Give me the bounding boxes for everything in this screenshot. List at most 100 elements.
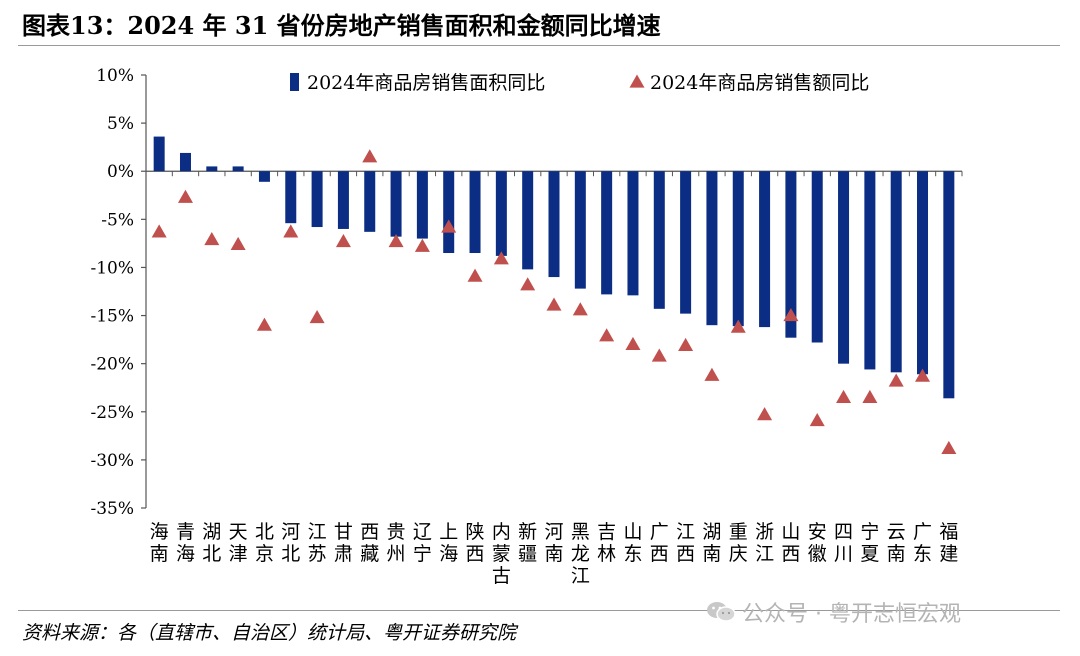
category-label-char: 安 bbox=[808, 521, 827, 543]
bar-广东 bbox=[917, 171, 929, 375]
marker-山东 bbox=[625, 336, 641, 351]
category-label: 贵州 bbox=[387, 521, 406, 565]
marker-江苏 bbox=[309, 309, 325, 324]
category-label-char: 津 bbox=[229, 543, 248, 565]
bar-河北 bbox=[285, 171, 297, 224]
category-label-char: 四 bbox=[834, 521, 853, 543]
marker-广东 bbox=[915, 368, 931, 382]
chart-title: 图表13：2024 年 31 省份房地产销售面积和金额同比增速 bbox=[22, 11, 661, 40]
category-label-char: 藏 bbox=[360, 543, 379, 565]
bar-黑龙江 bbox=[574, 171, 586, 289]
category-label: 云南 bbox=[887, 521, 906, 565]
category-label: 青海 bbox=[176, 521, 195, 565]
bar-山西 bbox=[785, 171, 797, 338]
category-label-char: 建 bbox=[939, 543, 958, 565]
footer-divider bbox=[18, 610, 1060, 611]
marker-安徽 bbox=[809, 412, 825, 427]
category-label-char: 北 bbox=[255, 521, 274, 543]
y-tick-label: -20% bbox=[90, 355, 134, 375]
category-label-char: 西 bbox=[676, 543, 695, 565]
y-tick-label: -25% bbox=[90, 403, 134, 423]
bar-浙江 bbox=[759, 171, 771, 328]
category-label-char: 南 bbox=[702, 543, 721, 565]
chart: 10%5%0%-5%-10%-15%-20%-25%-30%-35% 海南青海湖… bbox=[90, 66, 963, 587]
bar-四川 bbox=[838, 171, 850, 364]
marker-上海 bbox=[441, 219, 457, 233]
category-label-char: 广 bbox=[913, 521, 932, 543]
category-label-char: 疆 bbox=[518, 543, 537, 565]
marker-吉林 bbox=[599, 328, 615, 342]
legend-bar-swatch bbox=[290, 73, 299, 91]
category-label-char: 江 bbox=[571, 565, 590, 587]
category-label: 甘肃 bbox=[334, 521, 353, 565]
category-label-char: 青 bbox=[176, 521, 195, 543]
y-tick-label: -35% bbox=[90, 499, 134, 519]
category-label-char: 海 bbox=[176, 543, 195, 565]
bar-云南 bbox=[890, 171, 902, 373]
category-label-char: 肃 bbox=[334, 543, 353, 565]
bar-江苏 bbox=[311, 171, 323, 228]
category-label: 广东 bbox=[913, 521, 932, 565]
category-label-char: 新 bbox=[518, 521, 537, 543]
bar-山东 bbox=[627, 171, 639, 296]
bar-series bbox=[153, 136, 955, 399]
bar-广西 bbox=[653, 171, 665, 309]
marker-内蒙古 bbox=[493, 251, 509, 265]
category-label: 陕西 bbox=[466, 521, 485, 565]
bar-陕西 bbox=[469, 171, 481, 254]
y-tick-label: -5% bbox=[101, 210, 134, 230]
category-label-char: 西 bbox=[466, 543, 485, 565]
category-label: 安徽 bbox=[808, 521, 827, 565]
category-label: 江苏 bbox=[308, 521, 327, 565]
marker-series bbox=[151, 149, 957, 454]
category-label-char: 龙 bbox=[571, 543, 590, 565]
category-label-char: 重 bbox=[729, 521, 748, 543]
category-label: 福建 bbox=[939, 521, 958, 565]
marker-海南 bbox=[151, 224, 167, 238]
category-label-char: 州 bbox=[387, 543, 406, 565]
bar-福建 bbox=[943, 171, 955, 399]
category-label-char: 夏 bbox=[860, 543, 879, 565]
marker-广西 bbox=[651, 348, 667, 362]
category-label-char: 西 bbox=[650, 543, 669, 565]
category-label-char: 北 bbox=[202, 543, 221, 565]
category-label-char: 南 bbox=[544, 543, 563, 565]
marker-浙江 bbox=[757, 407, 773, 421]
marker-黑龙江 bbox=[572, 302, 588, 316]
category-label: 新疆 bbox=[518, 521, 537, 565]
category-label-char: 南 bbox=[150, 543, 169, 565]
category-label: 河南 bbox=[544, 521, 563, 565]
y-tick-label: -30% bbox=[90, 451, 134, 471]
legend-marker-label: 2024年商品房销售额同比 bbox=[650, 72, 869, 94]
category-label: 吉林 bbox=[597, 521, 616, 565]
category-label: 辽宁 bbox=[413, 521, 432, 565]
category-label-char: 江 bbox=[755, 543, 774, 565]
chart-axes: 10% 5% 0% -5% -10% -15% -20% -25% -30% -35% bbox=[90, 66, 963, 519]
bar-湖北 bbox=[206, 166, 218, 172]
category-label-char: 林 bbox=[597, 543, 616, 565]
bar-新疆 bbox=[522, 171, 534, 270]
bar-吉林 bbox=[601, 171, 613, 295]
category-label: 山东 bbox=[623, 521, 642, 565]
category-label-char: 辽 bbox=[413, 521, 432, 543]
bar-内蒙古 bbox=[495, 171, 507, 256]
category-label-char: 江 bbox=[308, 521, 327, 543]
marker-新疆 bbox=[520, 277, 536, 291]
category-label-char: 山 bbox=[623, 521, 642, 543]
bar-天津 bbox=[232, 166, 244, 172]
category-label-char: 河 bbox=[281, 521, 300, 543]
bar-重庆 bbox=[732, 171, 744, 327]
y-tick-label: -10% bbox=[90, 258, 134, 278]
marker-北京 bbox=[256, 317, 272, 331]
bar-青海 bbox=[179, 152, 191, 172]
category-label-char: 天 bbox=[229, 521, 248, 543]
marker-江西 bbox=[678, 337, 694, 352]
wechat-icon bbox=[706, 600, 736, 624]
category-label-char: 黑 bbox=[571, 521, 590, 543]
bar-宁夏 bbox=[864, 171, 876, 370]
marker-四川 bbox=[836, 389, 852, 403]
marker-重庆 bbox=[730, 319, 746, 333]
bar-北京 bbox=[258, 171, 270, 182]
category-label-char: 宁 bbox=[860, 521, 879, 543]
bar-贵州 bbox=[390, 171, 402, 237]
